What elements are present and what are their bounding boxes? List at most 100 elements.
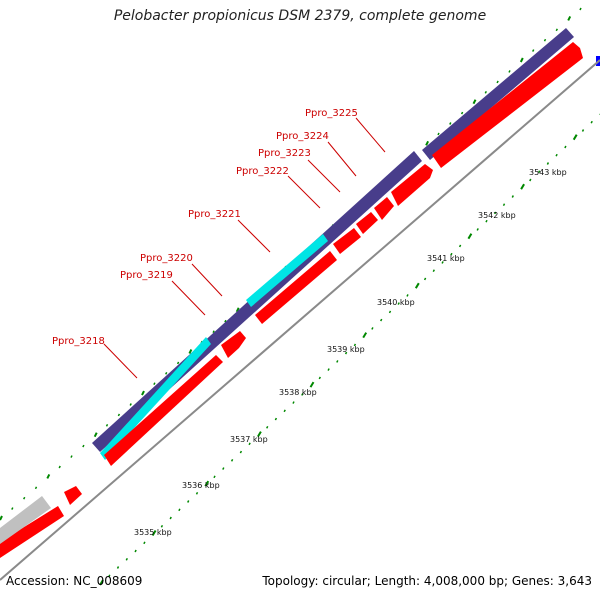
outer-minor-tick bbox=[176, 361, 180, 365]
outer-major-tick bbox=[0, 515, 3, 521]
outer-minor-tick bbox=[11, 507, 14, 510]
inner-minor-tick bbox=[125, 557, 128, 561]
cds-arrow-ppro-3221[interactable] bbox=[333, 228, 361, 254]
inner-minor-tick bbox=[555, 153, 558, 157]
kbp-label-group: 3535 kbp 3536 kbp 3537 kbp 3538 kbp 3539 kbp… bbox=[134, 168, 567, 537]
inner-minor-tick bbox=[494, 211, 497, 215]
inner-minor-tick bbox=[160, 524, 164, 528]
inner-minor-tick bbox=[581, 129, 585, 132]
outer-minor-tick bbox=[449, 122, 452, 125]
outer-minor-tick bbox=[224, 319, 227, 323]
inner-tick-track bbox=[99, 113, 600, 586]
cds-arrow-lower-left[interactable] bbox=[0, 506, 64, 558]
outer-major-tick bbox=[567, 15, 572, 21]
outer-major-tick bbox=[141, 390, 145, 396]
outer-minor-tick bbox=[555, 28, 558, 32]
inner-minor-tick bbox=[476, 228, 479, 231]
outer-minor-tick bbox=[129, 403, 132, 406]
gene-other-grey[interactable] bbox=[0, 496, 51, 544]
kbp-label: 3539 kbp bbox=[327, 345, 365, 354]
inner-minor-tick bbox=[529, 178, 532, 182]
inner-minor-tick bbox=[353, 343, 357, 347]
inner-minor-tick bbox=[178, 508, 181, 512]
cds-arrow-ppro-3220[interactable] bbox=[255, 251, 337, 324]
forward-strand-track bbox=[0, 42, 600, 558]
inner-minor-tick bbox=[441, 261, 444, 264]
outer-minor-tick bbox=[153, 382, 156, 386]
cds-arrow-ppro-3218[interactable] bbox=[104, 355, 223, 466]
inner-major-tick bbox=[520, 183, 525, 190]
cds-arrow-ppro-3224[interactable] bbox=[391, 164, 433, 206]
inner-minor-tick bbox=[344, 351, 348, 355]
gene-label[interactable]: Ppro_3219 bbox=[120, 270, 173, 281]
gene-label[interactable]: Ppro_3221 bbox=[188, 209, 241, 220]
inner-minor-tick bbox=[230, 458, 234, 462]
inner-minor-tick bbox=[423, 277, 427, 281]
inner-major-tick bbox=[99, 579, 104, 586]
outer-minor-tick bbox=[212, 330, 215, 334]
inner-minor-tick bbox=[564, 145, 567, 149]
gene-leader-line bbox=[327, 141, 357, 177]
inner-minor-tick bbox=[511, 195, 514, 198]
inner-minor-tick bbox=[406, 294, 409, 297]
outer-minor-tick bbox=[70, 455, 73, 458]
gene-label[interactable]: Ppro_3225 bbox=[305, 108, 358, 119]
outer-minor-tick bbox=[165, 371, 168, 375]
gene-leader-line bbox=[287, 175, 321, 209]
inner-major-tick bbox=[151, 529, 157, 537]
inner-minor-tick bbox=[371, 327, 374, 330]
outer-minor-tick bbox=[543, 38, 547, 42]
reverse-cds-bar-upper[interactable] bbox=[422, 28, 574, 160]
cds-arrow-ppro-3222[interactable] bbox=[356, 212, 378, 234]
inner-major-tick bbox=[414, 282, 420, 289]
cds-arrow-ppro-3219[interactable] bbox=[221, 331, 246, 358]
inner-major-tick bbox=[572, 134, 578, 141]
kbp-label: 3538 kbp bbox=[279, 388, 317, 397]
outer-minor-tick bbox=[460, 111, 464, 115]
outer-minor-tick bbox=[117, 413, 121, 417]
outer-major-tick bbox=[425, 140, 429, 146]
cds-highlight-3218[interactable] bbox=[100, 337, 211, 460]
gene-label[interactable]: Ppro_3222 bbox=[236, 166, 289, 177]
outer-major-tick bbox=[93, 432, 98, 438]
outer-major-tick bbox=[188, 349, 193, 354]
gene-label[interactable]: Ppro_3220 bbox=[140, 253, 193, 264]
inner-minor-tick bbox=[274, 417, 278, 421]
outer-minor-tick bbox=[23, 496, 26, 500]
inner-minor-tick bbox=[169, 516, 172, 520]
cds-highlight-3220[interactable] bbox=[246, 234, 328, 307]
genome-title: Pelobacter propionicus DSM 2379, complet… bbox=[113, 8, 487, 24]
outer-minor-tick bbox=[82, 444, 85, 448]
inner-minor-tick bbox=[213, 475, 216, 479]
inner-minor-tick bbox=[283, 409, 286, 413]
outer-minor-tick bbox=[532, 49, 535, 52]
cds-arrow-ppro-3225[interactable] bbox=[432, 42, 583, 168]
cds-arrow-lower-small[interactable] bbox=[64, 486, 82, 505]
inner-minor-tick bbox=[195, 491, 199, 495]
inner-minor-tick bbox=[318, 376, 321, 380]
kbp-label: 3541 kbp bbox=[427, 254, 465, 263]
gene-label[interactable]: Ppro_3218 bbox=[52, 336, 105, 347]
inner-major-tick bbox=[309, 381, 315, 388]
inner-minor-tick bbox=[546, 162, 550, 165]
backbone-line bbox=[0, 59, 600, 581]
gene-label[interactable]: Ppro_3223 bbox=[258, 148, 311, 159]
outer-minor-tick bbox=[484, 90, 487, 94]
inner-minor-tick bbox=[450, 252, 453, 256]
gene-leader-line bbox=[355, 117, 386, 153]
kbp-label: 3540 kbp bbox=[377, 298, 415, 307]
outer-minor-tick bbox=[105, 423, 109, 427]
outer-minor-tick bbox=[496, 80, 499, 84]
inner-minor-tick bbox=[590, 120, 593, 124]
gene-label[interactable]: Ppro_3224 bbox=[276, 131, 329, 142]
outer-minor-tick bbox=[508, 70, 511, 73]
cds-arrow-ppro-3223[interactable] bbox=[374, 197, 394, 220]
inner-minor-tick bbox=[143, 541, 146, 545]
reverse-strand-track bbox=[92, 28, 574, 460]
inner-minor-tick bbox=[502, 203, 506, 207]
inner-minor-tick bbox=[239, 450, 243, 454]
outer-major-tick bbox=[46, 473, 51, 479]
outer-minor-tick bbox=[437, 132, 440, 136]
